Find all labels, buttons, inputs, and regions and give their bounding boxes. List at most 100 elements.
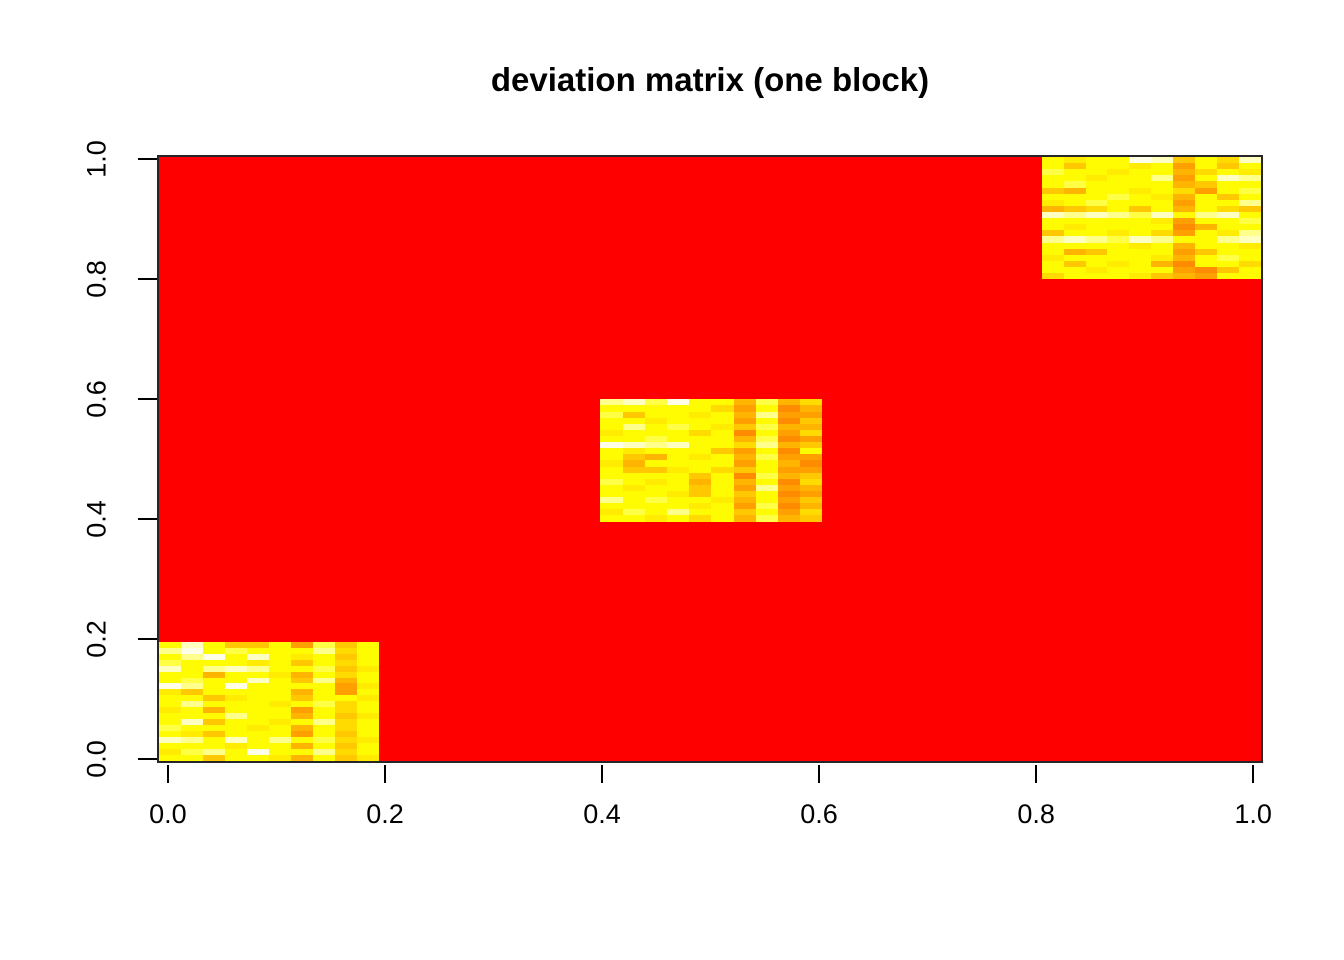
heatmap-cell	[1173, 199, 1196, 206]
heatmap-cell	[181, 713, 204, 720]
heatmap-cell	[777, 411, 801, 418]
heatmap-cell	[313, 749, 336, 756]
heatmap-cell	[159, 647, 182, 654]
heatmap-cell	[622, 515, 645, 522]
heatmap-cell	[1063, 242, 1086, 249]
heatmap-cell	[666, 515, 690, 522]
heatmap-cell	[1195, 211, 1218, 219]
heatmap-cell	[1063, 218, 1086, 225]
heatmap-cell	[1173, 242, 1196, 249]
heatmap-cell	[159, 683, 182, 690]
x-tick-label: 1.0	[1234, 799, 1272, 829]
heatmap-cell	[777, 429, 801, 437]
heatmap-cell	[357, 659, 380, 666]
heatmap-cell	[225, 659, 248, 666]
heatmap-cell	[1195, 163, 1218, 170]
heatmap-cell	[269, 755, 292, 761]
heatmap-cell	[1173, 248, 1196, 255]
heatmap-cell	[1107, 157, 1130, 164]
heatmap-cell	[1129, 266, 1152, 274]
heatmap-cell	[755, 466, 778, 473]
heat-block-middle	[600, 399, 823, 522]
heatmap-cell	[159, 719, 182, 726]
heatmap-cell	[335, 707, 358, 714]
heatmap-cell	[291, 659, 314, 666]
heatmap-cell	[622, 460, 645, 467]
heatmap-cell	[225, 737, 248, 744]
heatmap-cell	[711, 411, 734, 418]
heatmap-cell	[622, 411, 645, 418]
heatmap-cell	[1085, 224, 1108, 231]
heatmap-cell	[1217, 266, 1240, 274]
heatmap-cell	[644, 484, 667, 492]
heatmap-cell	[800, 448, 823, 455]
heatmap-cell	[689, 503, 712, 510]
heatmap-cell	[600, 411, 623, 418]
x-tick-mark	[818, 765, 821, 783]
heatmap-cell	[1107, 199, 1130, 206]
x-tick-mark	[1035, 765, 1038, 783]
heatmap-cell	[1173, 187, 1196, 194]
heatmap-cell	[1217, 248, 1240, 255]
heatmap-cell	[1129, 230, 1152, 237]
heatmap-cell	[755, 417, 778, 424]
heatmap-cell	[777, 497, 801, 504]
heatmap-cell	[225, 683, 248, 690]
y-tick-label: 0.8	[81, 260, 112, 298]
heatmap-cell	[1129, 254, 1152, 261]
heatmap-cell	[711, 417, 734, 424]
heatmap-cell	[622, 423, 645, 430]
heatmap-cell	[800, 454, 823, 461]
heatmap-cell	[733, 515, 756, 522]
heatmap-cell	[203, 725, 226, 732]
heatmap-cell	[777, 436, 801, 443]
heatmap-cell	[1129, 218, 1152, 225]
heatmap-cell	[1195, 157, 1218, 164]
heatmap-cell	[291, 719, 314, 726]
heatmap-cell	[1195, 248, 1218, 255]
heatmap-cell	[1239, 236, 1261, 243]
heatmap-cell	[291, 647, 314, 654]
heatmap-cell	[644, 466, 667, 473]
y-tick-label: 1.0	[81, 140, 112, 178]
heatmap-cell	[269, 719, 292, 726]
heatmap-cell	[800, 472, 823, 479]
heatmap-cell	[1239, 193, 1261, 200]
heatmap-cell	[622, 442, 645, 449]
heatmap-cell	[800, 460, 823, 467]
heatmap-cell	[247, 725, 270, 732]
y-tick-mark	[138, 517, 157, 520]
heatmap-cell	[269, 683, 292, 690]
heatmap-cell	[1041, 266, 1064, 274]
heatmap-cell	[247, 683, 270, 690]
heatmap-cell	[159, 677, 182, 684]
heatmap-cell	[644, 423, 667, 430]
heatmap-cell	[1085, 175, 1108, 182]
heatmap-cell	[1085, 199, 1108, 206]
heatmap-cell	[666, 509, 690, 516]
heatmap-cell	[1217, 169, 1240, 176]
heatmap-cell	[181, 749, 204, 756]
heatmap-cell	[1217, 157, 1240, 164]
heatmap-cell	[1217, 163, 1240, 170]
heat-block-bottom-left	[159, 641, 380, 761]
heatmap-cell	[1041, 273, 1064, 280]
heatmap-cell	[1239, 163, 1261, 170]
heatmap-cell	[1041, 157, 1064, 164]
heatmap-cell	[622, 417, 645, 424]
heatmap-cell	[1173, 211, 1196, 219]
heatmap-cell	[313, 647, 336, 654]
heatmap-cell	[1107, 242, 1130, 249]
x-tick-label: 0.8	[1017, 799, 1055, 829]
heatmap-cell	[357, 731, 380, 738]
heatmap-cell	[644, 491, 667, 498]
heatmap-cell	[335, 755, 358, 761]
heatmap-cell	[1085, 230, 1108, 237]
heatmap-cell	[313, 737, 336, 744]
heatmap-cell	[313, 659, 336, 666]
heatmap-cell	[1063, 199, 1086, 206]
heat-block-top-right	[1041, 157, 1261, 280]
heatmap-cell	[291, 743, 314, 750]
heatmap-cell	[313, 725, 336, 732]
heatmap-cell	[1217, 260, 1240, 267]
